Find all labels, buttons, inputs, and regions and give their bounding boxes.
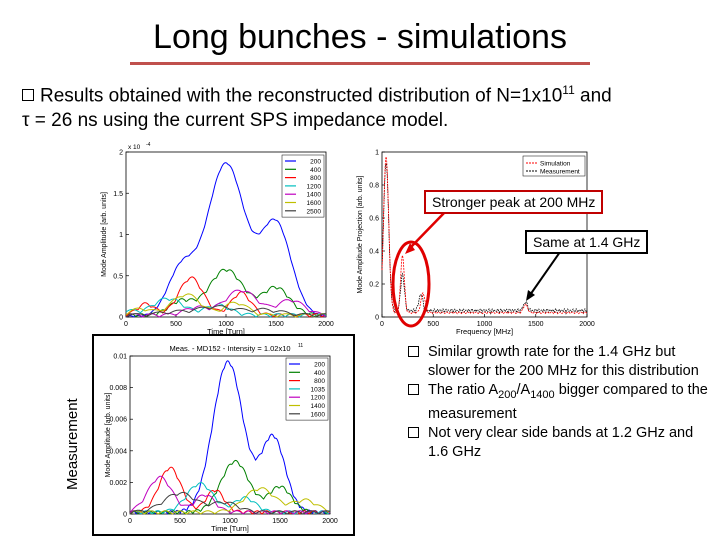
plot-sim-time-svg: 0 500 1000 1500 2000 0 0.5 1 1.5 2 Time [Turn] Mode… [101, 142, 334, 336]
y-exponent: x 10 [128, 144, 141, 151]
intro-line1-a: Results obtained with the reconstructed … [40, 85, 563, 107]
bullet-item: Similar growth rate for the 1.4 GHz but … [408, 343, 708, 381]
x-axis-label: Time [Turn] [211, 524, 249, 533]
y-tick-label: 0.008 [109, 385, 127, 392]
title-underline [130, 62, 590, 65]
x-tick-label: 2000 [322, 518, 338, 525]
y-tick-label: 0.002 [109, 480, 127, 487]
x-axis-label: Frequency [MHz] [456, 327, 513, 336]
measurement-frame [92, 334, 355, 536]
bullet-text: Similar growth rate for the 1.4 GHz but … [428, 344, 699, 379]
plot-sim-time: 0 500 1000 1500 2000 0 0.5 1 1.5 2 Time [Turn] Mode… [98, 140, 343, 338]
bullet-sub: 1400 [530, 388, 555, 401]
y-tick-label: 0.2 [369, 282, 379, 289]
series-line-1200 [129, 475, 331, 515]
x-tick-label: 1000 [222, 518, 238, 525]
series-line-1200 [125, 297, 327, 318]
bullet-sub: 200 [498, 388, 517, 401]
x-tick-label: 0 [380, 321, 384, 328]
y-tick-label: 0.6 [369, 216, 379, 223]
x-tick-label: 500 [427, 321, 439, 328]
bullet-item: The ratio A200/A1400 bigger compared to … [408, 381, 708, 424]
y-axis-label: Mode Amplitude [arb. units] [101, 192, 108, 277]
y-tick-label: 0.006 [109, 417, 127, 424]
checkbox-bullet-icon [408, 426, 419, 438]
legend-label: Measurement [540, 169, 580, 176]
legend-label: 200 [310, 159, 321, 166]
x-axis-label: Time [Turn] [207, 327, 245, 336]
bullet-text: /A [516, 382, 531, 398]
conclusions-list: Similar growth rate for the 1.4 GHz but … [408, 343, 708, 462]
checkbox-bullet-icon [22, 89, 34, 102]
plot-measurement-svg: 0 500 1000 1500 2000 0 0.002 0.004 0.006 0.008 0.0… [105, 343, 338, 533]
x-tick-label: 0 [124, 321, 128, 328]
legend-label: 1600 [311, 411, 326, 418]
y-axis-label: Mode Amplitude Projection [arb. units] [357, 176, 364, 294]
legend-label: Simulation [540, 161, 571, 168]
intro-line2: τ = 26 ns using the current SPS impedanc… [22, 110, 449, 132]
x-tick-label: 0 [128, 518, 132, 525]
y-exponent-power: -4 [146, 142, 151, 148]
y-tick-label: 0 [375, 315, 379, 322]
y-tick-label: 0.4 [369, 249, 379, 256]
legend-label: 1200 [311, 395, 326, 402]
intro-exponent: 11 [562, 83, 575, 97]
bullet-text: bigger compared to the measurement [428, 382, 708, 422]
legend-label: 1400 [311, 403, 326, 410]
legend-box [522, 155, 586, 177]
bullet-text: Not very clear side bands at 1.2 GHz and… [428, 424, 694, 460]
x-tick-label: 1500 [272, 518, 288, 525]
x-tick-label: 500 [170, 321, 182, 328]
legend-label: 800 [314, 378, 325, 385]
checkbox-bullet-icon [408, 384, 419, 395]
x-tick-label: 2000 [579, 321, 595, 328]
series-line-400 [129, 459, 331, 515]
chart-title: Meas. - MD152 - Intensity = 1.02x10 [169, 344, 290, 353]
legend-label: 800 [310, 175, 321, 182]
y-tick-label: 0.8 [369, 183, 379, 190]
callout-same14: Same at 1.4 GHz [525, 230, 649, 254]
legend-label: 2500 [307, 208, 322, 215]
y-tick-label: 0.004 [109, 448, 127, 455]
y-tick-label: 1 [375, 150, 379, 157]
legend-label: 1035 [311, 386, 326, 393]
checkbox-bullet-icon [408, 346, 419, 357]
legend-label: 400 [310, 167, 321, 174]
slide-title: Long bunches - simulations [153, 18, 567, 56]
series-line-1400 [125, 289, 327, 318]
x-tick-label: 500 [174, 518, 186, 525]
series-line-2500 [125, 304, 326, 318]
callout-peak200: Stronger peak at 200 MHz [424, 190, 604, 214]
x-tick-label: 1500 [268, 321, 284, 328]
y-axis-label: Mode Amplitude [arb. units] [105, 393, 112, 478]
legend-label: 1600 [307, 200, 322, 207]
intro-text: Results obtained with the reconstructed … [22, 78, 702, 133]
series-line-200 [125, 162, 326, 318]
legend-label: 200 [314, 362, 325, 369]
y-tick-label: 0.01 [113, 354, 127, 361]
series-line-1600 [129, 491, 331, 515]
legend-label: 1200 [307, 183, 322, 190]
chart-title-exponent: 11 [298, 343, 303, 349]
bullet-text: The ratio A [428, 382, 499, 398]
x-tick-label: 1000 [477, 321, 493, 328]
y-tick-label: 1.5 [113, 191, 123, 198]
x-tick-label: 1500 [528, 321, 544, 328]
series-line-1400 [129, 487, 331, 515]
bullet-item: Not very clear side bands at 1.2 GHz and… [408, 424, 708, 462]
y-tick-label: 0 [123, 512, 127, 519]
legend-label: 1400 [307, 192, 322, 199]
y-tick-label: 2 [119, 150, 123, 157]
y-tick-label: 0 [119, 315, 123, 322]
x-tick-label: 1000 [218, 321, 234, 328]
plot-measurement: 0 500 1000 1500 2000 0 0.002 0.004 0.006 0.008 0.0… [94, 338, 352, 534]
x-tick-label: 2000 [318, 321, 334, 328]
legend-label: 400 [314, 370, 325, 377]
y-tick-label: 1 [119, 232, 123, 239]
measurement-label: Measurement [64, 398, 81, 490]
series-line-1035 [129, 481, 331, 515]
intro-line1-b: and [574, 85, 612, 107]
y-tick-label: 0.5 [113, 273, 123, 280]
